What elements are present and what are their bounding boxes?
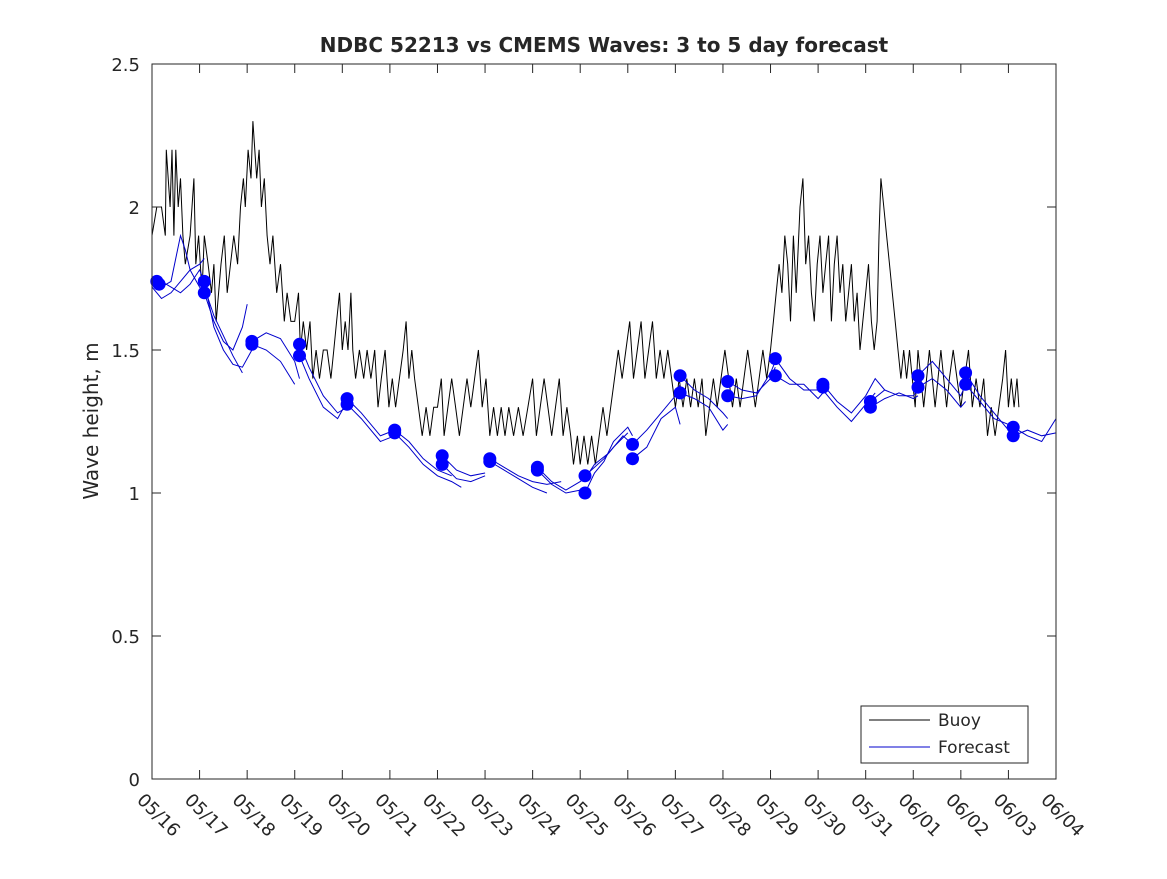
legend-box	[860, 705, 1029, 764]
forecast-marker-21	[626, 452, 639, 466]
y-tick-label: 1	[129, 484, 140, 505]
forecast-marker-32	[911, 369, 925, 383]
forecast-marker-23	[673, 386, 687, 400]
forecast-marker-15	[483, 455, 497, 468]
legend-buoy-label: Buoy	[938, 711, 981, 731]
forecast-series-line-12	[394, 432, 462, 488]
y-tick-label: 2.5	[111, 55, 140, 76]
buoy-series-line	[151, 121, 1020, 465]
forecast-series-line-14	[441, 455, 486, 477]
forecast-series-line-16	[489, 458, 562, 485]
forecast-marker-18	[578, 469, 592, 483]
forecast-marker-3	[197, 286, 211, 300]
forecast-series-line-15	[441, 464, 486, 483]
forecast-marker-19	[578, 486, 592, 500]
forecast-series-line-20	[584, 432, 629, 477]
forecast-series-line-5	[203, 281, 253, 368]
forecast-series-line-3	[203, 286, 243, 374]
forecast-series-line-7	[251, 343, 296, 385]
legend: Buoy Forecast	[860, 705, 1029, 764]
forecast-marker-11	[388, 426, 402, 440]
forecast-series-line-11	[346, 403, 395, 443]
forecast-marker-35	[959, 377, 973, 391]
forecast-series-line-9	[299, 355, 348, 420]
forecast-marker-6	[293, 337, 306, 351]
forecast-series-line-28	[727, 361, 776, 400]
forecast-marker-22	[673, 369, 687, 383]
y-tick-label: 0.5	[111, 627, 140, 648]
forecast-series-line-30	[775, 375, 824, 400]
forecast-marker-1	[152, 277, 166, 291]
forecast-marker-13	[435, 457, 449, 471]
forecast-marker-9	[340, 397, 354, 411]
forecast-series-line-33	[870, 389, 919, 402]
forecast-series-line-31	[822, 377, 886, 414]
forecast-series-line-35	[917, 360, 967, 397]
forecast-series-line-36	[917, 377, 966, 408]
forecast-marker-2	[197, 274, 211, 288]
y-tick-label: 1.5	[111, 341, 140, 362]
forecast-marker-26	[768, 352, 782, 366]
chart-title: NDBC 52213 vs CMEMS Waves: 3 to 5 day fo…	[320, 33, 889, 57]
forecast-marker-7	[293, 349, 306, 363]
forecast-marker-17	[530, 463, 544, 477]
forecast-series-line-22	[584, 435, 633, 479]
y-tick-label: 2	[129, 198, 140, 219]
legend-forecast-label: Forecast	[938, 738, 1010, 758]
forecast-series-line-19	[537, 469, 581, 494]
forecast-series-line-10	[346, 398, 395, 437]
forecast-series-line-40	[1013, 429, 1057, 437]
forecast-series-line-25	[679, 375, 729, 419]
forecast-series-line-0	[151, 258, 205, 300]
forecast-marker-5	[245, 334, 259, 348]
plot-area	[150, 121, 1057, 500]
forecast-series-line-13	[394, 429, 452, 477]
forecast-marker-25	[721, 389, 735, 403]
forecast-series-line-24	[632, 406, 681, 460]
forecast-series-line-4	[203, 292, 248, 351]
forecast-marker-24	[721, 375, 735, 388]
y-tick-label: 0	[129, 770, 140, 791]
forecast-series-line-2	[161, 268, 205, 294]
forecast-marker-31	[863, 400, 877, 414]
forecast-marker-29	[816, 380, 830, 394]
forecast-series-line-8	[299, 344, 348, 414]
forecast-series-line-39	[1012, 418, 1057, 443]
forecast-marker-33	[911, 380, 925, 394]
y-axis-label: Wave height, m	[79, 342, 103, 499]
forecast-series-line-21	[584, 426, 633, 494]
forecast-marker-27	[768, 369, 782, 383]
forecast-series-line-34	[870, 392, 919, 408]
forecast-marker-34	[959, 366, 973, 380]
forecast-marker-37	[1006, 429, 1020, 443]
forecast-series-line-26	[679, 392, 729, 431]
axes-box	[151, 63, 1057, 780]
forecast-marker-20	[626, 437, 639, 451]
forecast-series-line-6	[251, 332, 300, 379]
forecast-series-line-17	[489, 461, 548, 494]
